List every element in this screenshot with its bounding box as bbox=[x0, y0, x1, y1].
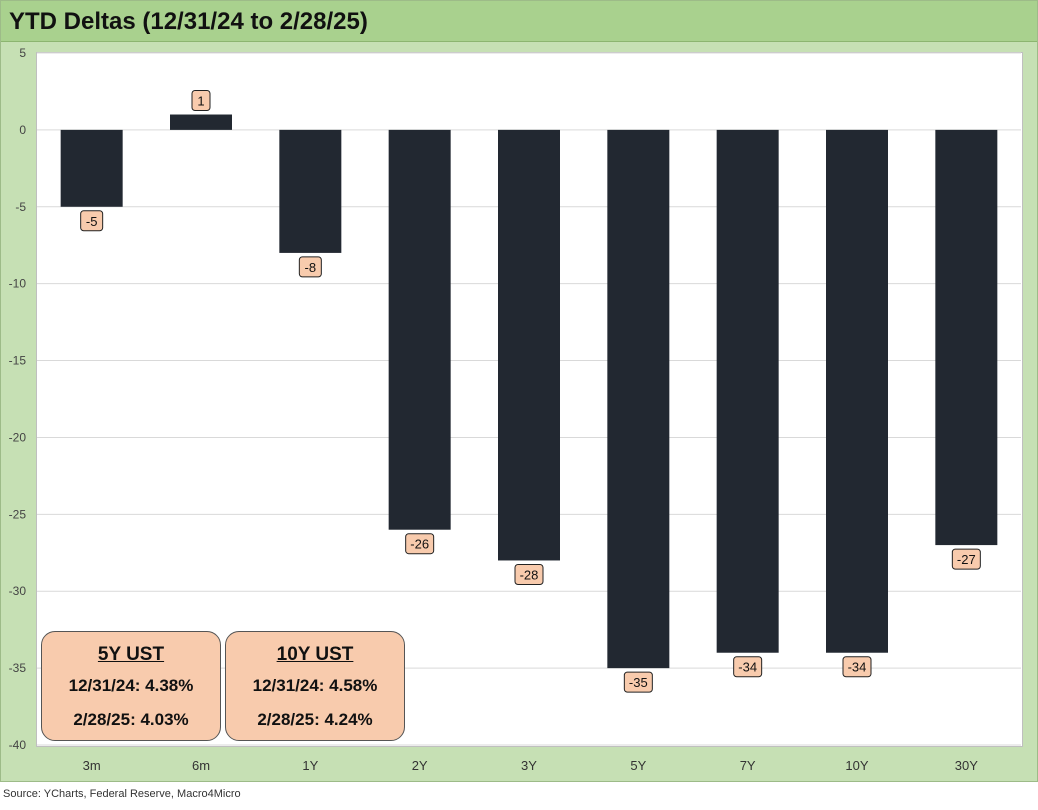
bar bbox=[279, 129, 342, 253]
y-tick-label: -5 bbox=[15, 200, 26, 214]
bar-chart: 5 0 -5 -10 -15 -20 -25 -30 -35 -40 3m -5 6m 1 1Y -8 2Y -2… bbox=[9, 46, 1021, 773]
data-label-box bbox=[951, 548, 981, 570]
x-tick-label: 3m bbox=[83, 758, 101, 773]
y-tick-label: -10 bbox=[9, 277, 27, 291]
chart-title: YTD Deltas (12/31/24 to 2/28/25) bbox=[9, 8, 368, 35]
data-label-box bbox=[405, 533, 435, 555]
x-tick-label: 2Y bbox=[412, 758, 428, 773]
x-tick-label: 30Y bbox=[955, 758, 978, 773]
data-label-box bbox=[514, 563, 544, 585]
bar bbox=[388, 129, 451, 530]
source-note: Source: YCharts, Federal Reserve, Macro4… bbox=[3, 788, 241, 800]
data-label: -35 bbox=[629, 675, 648, 690]
callout-5y-title: 5Y UST bbox=[97, 644, 165, 665]
callout-10y-end-value: 2/28/25: 4.24% bbox=[257, 710, 373, 729]
data-label-box bbox=[733, 656, 763, 678]
bar bbox=[826, 129, 888, 653]
x-tick-label: 10Y bbox=[845, 758, 868, 773]
data-label-box bbox=[623, 671, 653, 693]
callout-10y-ust: 10Y UST 12/31/24: 4.58% 2/28/25: 4.24% bbox=[225, 631, 405, 741]
data-label: -27 bbox=[957, 552, 976, 567]
x-tick-label: 1Y bbox=[302, 758, 318, 773]
y-tick-label: 5 bbox=[19, 46, 26, 60]
bar bbox=[607, 129, 670, 669]
x-tick-label: 7Y bbox=[740, 758, 756, 773]
callout-5y-ust: 5Y UST 12/31/24: 4.38% 2/28/25: 4.03% bbox=[41, 631, 221, 741]
data-label-box bbox=[191, 90, 211, 112]
callout-5y-start-value: 12/31/24: 4.38% bbox=[68, 676, 194, 695]
bar bbox=[170, 114, 232, 130]
bar bbox=[60, 129, 123, 207]
data-label: -28 bbox=[520, 567, 539, 582]
bar bbox=[498, 129, 560, 561]
y-tick-label: -30 bbox=[9, 584, 27, 598]
y-tick-label: -35 bbox=[9, 661, 27, 675]
data-label-box bbox=[80, 210, 104, 232]
bar bbox=[716, 129, 779, 653]
x-tick-label: 6m bbox=[192, 758, 210, 773]
data-label: -26 bbox=[410, 537, 429, 552]
data-label: -34 bbox=[738, 660, 757, 675]
data-label: 1 bbox=[197, 94, 204, 109]
data-label-box bbox=[298, 256, 322, 278]
callout-10y-start-value: 12/31/24: 4.58% bbox=[252, 676, 378, 695]
data-label: -34 bbox=[848, 660, 867, 675]
callout-10y-title: 10Y UST bbox=[276, 644, 354, 665]
y-tick-label: -25 bbox=[9, 507, 27, 521]
data-label: -8 bbox=[305, 260, 317, 275]
data-label-box bbox=[842, 656, 872, 678]
bar bbox=[935, 129, 998, 546]
y-tick-label: -40 bbox=[9, 738, 27, 752]
data-label: -5 bbox=[86, 214, 98, 229]
callout-5y-end-value: 2/28/25: 4.03% bbox=[73, 710, 189, 729]
x-tick-label: 5Y bbox=[630, 758, 646, 773]
y-tick-label: -15 bbox=[9, 354, 27, 368]
title-band: YTD Deltas (12/31/24 to 2/28/25) bbox=[1, 1, 1037, 42]
y-tick-label: -20 bbox=[9, 430, 27, 444]
x-tick-label: 3Y bbox=[521, 758, 537, 773]
y-tick-label: 0 bbox=[19, 123, 26, 137]
